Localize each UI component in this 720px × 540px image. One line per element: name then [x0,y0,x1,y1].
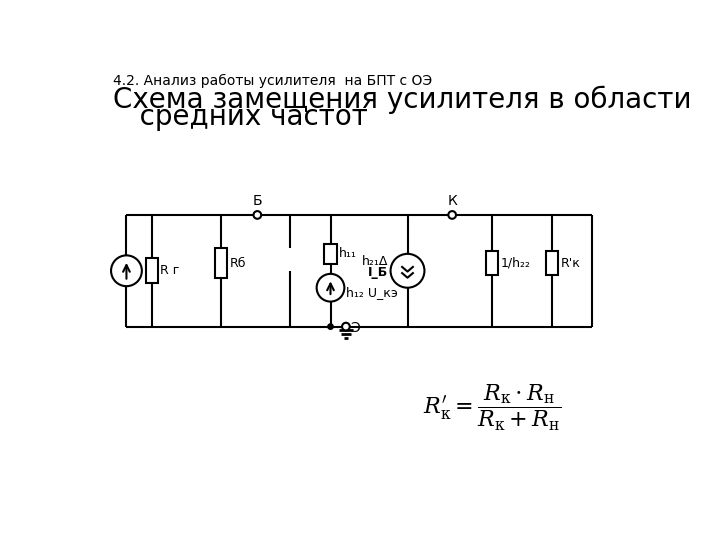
Text: h₁₁: h₁₁ [339,247,357,260]
Circle shape [317,274,344,301]
Circle shape [342,323,350,330]
Text: Б: Б [253,194,262,208]
Bar [486,251,498,275]
Text: $R_{\rm к}^{\prime} = \dfrac{R_{\rm к} \cdot R_{\rm н}}{R_{\rm к} + R_{\rm н}}$: $R_{\rm к}^{\prime} = \dfrac{R_{\rm к} \… [423,382,562,433]
Circle shape [253,211,261,219]
Circle shape [328,324,333,329]
Circle shape [449,211,456,219]
Circle shape [390,254,425,288]
Text: h₁₂ U_кэ: h₁₂ U_кэ [346,286,397,299]
Bar [546,251,559,275]
Text: R'к: R'к [561,256,580,269]
Text: I_Б: I_Б [368,266,388,279]
Text: Э: Э [350,321,359,335]
Text: 1/h₂₂: 1/h₂₂ [500,256,531,269]
Bar [215,248,228,279]
Bar [324,244,337,264]
Text: Схема замещения усилителя в области: Схема замещения усилителя в области [113,85,692,114]
Text: h₂₁Δ: h₂₁Δ [362,255,388,268]
Text: Rб: Rб [230,256,246,269]
Bar [145,259,158,283]
Text: К: К [447,194,457,208]
Text: R г: R г [161,264,180,277]
Text: средних частот: средних частот [113,103,368,131]
Text: 4.2. Анализ работы усилителя  на БПТ с ОЭ: 4.2. Анализ работы усилителя на БПТ с ОЭ [113,74,433,88]
Circle shape [111,255,142,286]
